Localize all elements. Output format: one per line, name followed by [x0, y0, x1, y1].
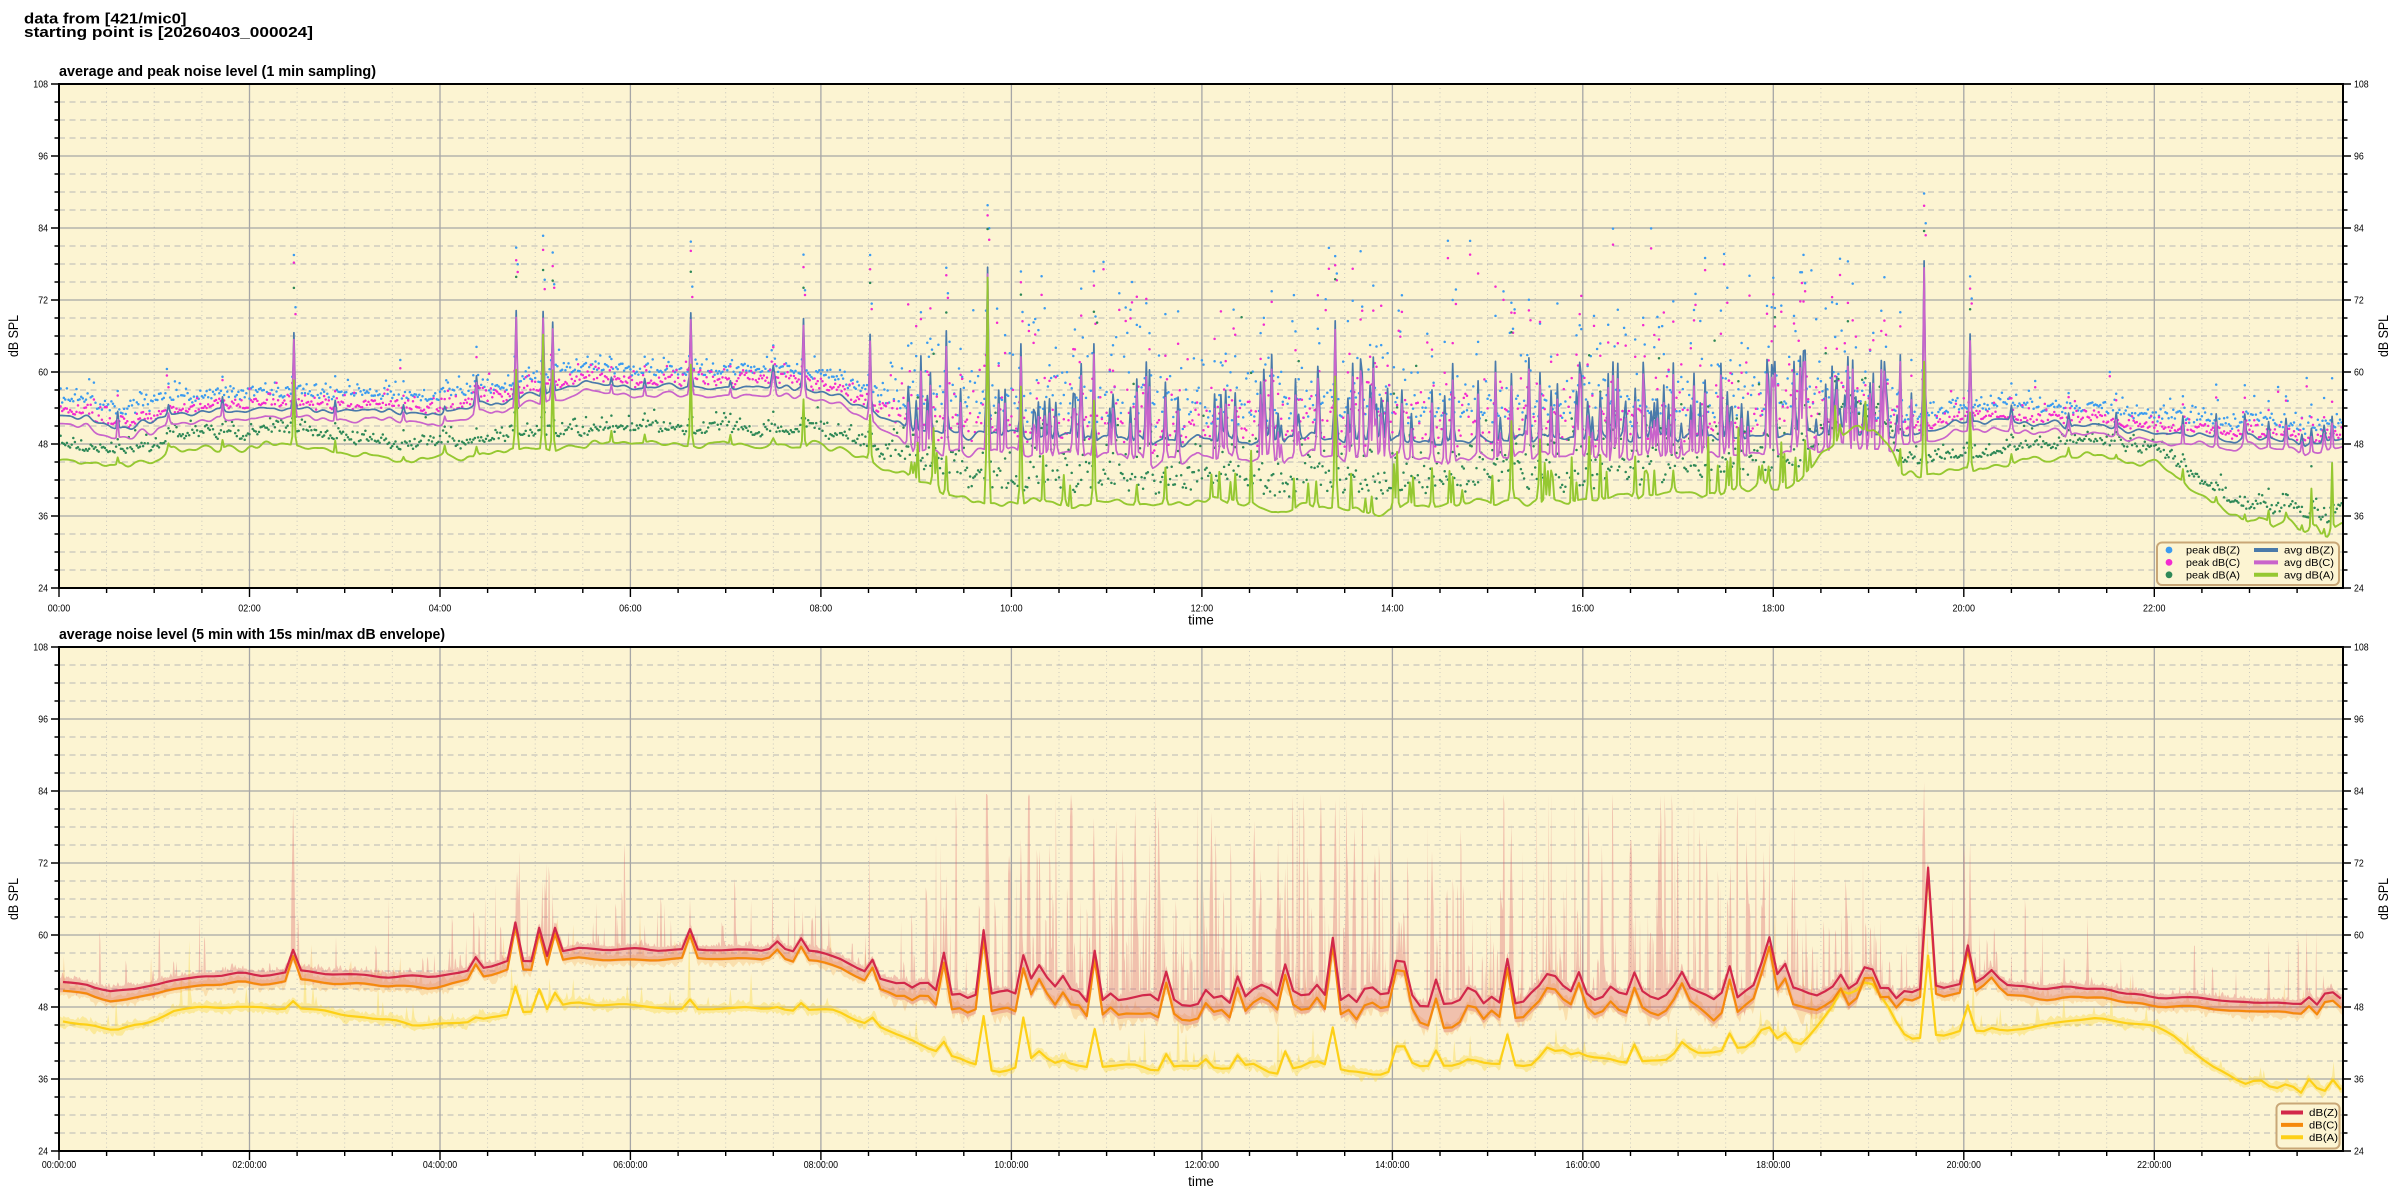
svg-text:time: time [1188, 613, 1214, 628]
svg-text:02:00:00: 02:00:00 [232, 1160, 267, 1171]
svg-text:60: 60 [2354, 368, 2364, 379]
svg-text:04:00: 04:00 [429, 604, 452, 615]
svg-text:average noise level (5 min wit: average noise level (5 min with 15s min/… [59, 626, 445, 643]
svg-text:48: 48 [2354, 440, 2364, 451]
svg-text:04:00:00: 04:00:00 [423, 1160, 458, 1171]
svg-text:02:00: 02:00 [238, 604, 261, 615]
svg-text:72: 72 [38, 859, 48, 870]
svg-text:72: 72 [38, 296, 48, 307]
svg-text:12:00:00: 12:00:00 [1185, 1160, 1220, 1171]
svg-text:16:00:00: 16:00:00 [1566, 1160, 1601, 1171]
svg-text:36: 36 [2354, 1075, 2364, 1086]
svg-text:18:00: 18:00 [1762, 604, 1785, 615]
svg-text:96: 96 [38, 715, 48, 726]
svg-text:96: 96 [2354, 152, 2364, 163]
svg-text:18:00:00: 18:00:00 [1756, 1160, 1791, 1171]
svg-text:108: 108 [2354, 643, 2369, 654]
svg-text:peak dB(A): peak dB(A) [2186, 570, 2240, 581]
svg-text:avg dB(A): avg dB(A) [2284, 570, 2334, 581]
svg-text:96: 96 [2354, 715, 2364, 726]
svg-text:22:00:00: 22:00:00 [2137, 1160, 2172, 1171]
svg-text:24: 24 [38, 584, 48, 595]
svg-text:22:00: 22:00 [2143, 604, 2166, 615]
svg-text:avg dB(Z): avg dB(Z) [2284, 546, 2334, 557]
svg-text:06:00:00: 06:00:00 [613, 1160, 648, 1171]
svg-text:average and peak noise level (: average and peak noise level (1 min samp… [59, 63, 376, 80]
svg-text:36: 36 [2354, 512, 2364, 523]
svg-text:data from [421/mic0]: data from [421/mic0] [24, 11, 187, 28]
svg-text:84: 84 [38, 224, 48, 235]
svg-text:dB(A): dB(A) [2309, 1133, 2338, 1144]
svg-text:10:00: 10:00 [1000, 604, 1023, 615]
svg-text:24: 24 [2354, 584, 2364, 595]
svg-text:dB SPL: dB SPL [6, 878, 21, 920]
svg-text:08:00:00: 08:00:00 [804, 1160, 839, 1171]
svg-text:60: 60 [38, 931, 48, 942]
svg-text:06:00: 06:00 [619, 604, 642, 615]
svg-text:16:00: 16:00 [1572, 604, 1595, 615]
svg-text:72: 72 [2354, 296, 2364, 307]
svg-text:108: 108 [33, 80, 48, 91]
svg-text:starting point is [20260403_00: starting point is [20260403_000024] [24, 24, 313, 41]
svg-text:24: 24 [38, 1147, 48, 1158]
svg-text:00:00:00: 00:00:00 [42, 1160, 77, 1171]
svg-text:avg dB(C): avg dB(C) [2284, 558, 2334, 569]
svg-text:48: 48 [2354, 1003, 2364, 1014]
svg-text:84: 84 [2354, 224, 2364, 235]
svg-text:84: 84 [38, 787, 48, 798]
svg-text:dB(C): dB(C) [2309, 1121, 2338, 1132]
svg-text:96: 96 [38, 152, 48, 163]
svg-text:84: 84 [2354, 787, 2364, 798]
svg-text:20:00: 20:00 [1953, 604, 1976, 615]
svg-text:48: 48 [38, 1003, 48, 1014]
svg-text:60: 60 [38, 368, 48, 379]
svg-text:20:00:00: 20:00:00 [1947, 1160, 1982, 1171]
svg-text:48: 48 [38, 440, 48, 451]
svg-text:36: 36 [38, 512, 48, 523]
svg-text:time: time [1188, 1174, 1214, 1189]
svg-text:dB SPL: dB SPL [6, 315, 21, 357]
svg-text:dB SPL: dB SPL [2376, 315, 2391, 357]
svg-text:12:00: 12:00 [1191, 604, 1214, 615]
svg-text:36: 36 [38, 1075, 48, 1086]
svg-text:108: 108 [33, 643, 48, 654]
svg-text:00:00: 00:00 [48, 604, 71, 615]
svg-text:14:00: 14:00 [1381, 604, 1404, 615]
svg-text:60: 60 [2354, 931, 2364, 942]
svg-text:72: 72 [2354, 859, 2364, 870]
svg-text:108: 108 [2354, 80, 2369, 91]
svg-text:peak dB(C): peak dB(C) [2186, 558, 2240, 569]
svg-text:24: 24 [2354, 1147, 2364, 1158]
svg-text:peak dB(Z): peak dB(Z) [2186, 546, 2240, 557]
svg-text:dB(Z): dB(Z) [2309, 1108, 2338, 1119]
svg-text:dB SPL: dB SPL [2376, 878, 2391, 920]
svg-text:10:00:00: 10:00:00 [994, 1160, 1029, 1171]
svg-text:14:00:00: 14:00:00 [1375, 1160, 1410, 1171]
svg-text:08:00: 08:00 [810, 604, 833, 615]
